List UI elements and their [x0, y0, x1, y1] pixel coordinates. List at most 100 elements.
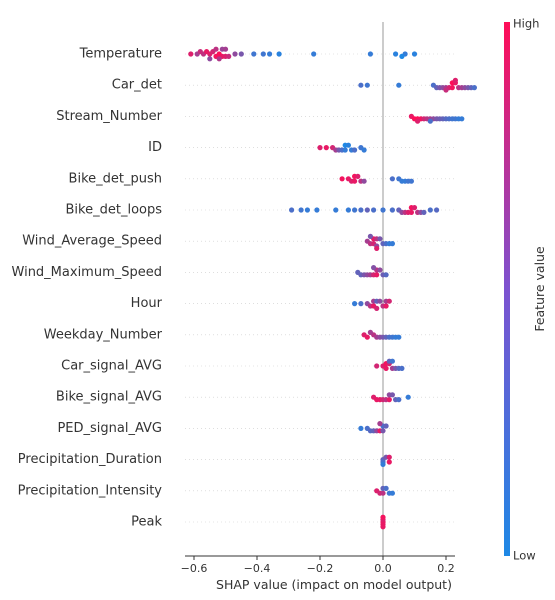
shap-point [374, 305, 380, 311]
shap-point [260, 51, 266, 57]
x-tick-label: 0.2 [437, 562, 455, 575]
shap-point [314, 207, 320, 213]
shap-point [251, 51, 257, 57]
shap-point [380, 490, 386, 496]
shap-point [267, 51, 273, 57]
shap-point [222, 46, 229, 52]
shap-point [232, 51, 238, 57]
feature-label-temperature: Temperature [79, 47, 162, 62]
shap-point [367, 329, 373, 335]
shap-point [361, 178, 367, 184]
shap-point [415, 118, 421, 124]
feature-label-ped-signal-avg: PED_signal_AVG [57, 421, 162, 436]
shap-point [389, 392, 395, 398]
colorbar-high-label: High [513, 17, 539, 31]
feature-label-bike-det-push: Bike_det_push [69, 171, 162, 186]
shap-point [216, 56, 222, 62]
shap-point [364, 207, 370, 213]
shap-point [276, 51, 282, 57]
shap-point [383, 423, 389, 429]
feature-label-hour: Hour [131, 296, 163, 311]
feature-label-wind-average-speed: Wind_Average_Speed [22, 234, 162, 249]
shap-point [377, 421, 383, 427]
shap-point [380, 514, 386, 520]
shap-point [380, 428, 386, 434]
feature-label-precipitation-duration: Precipitation_Duration [18, 452, 162, 467]
x-tick-label: −0.2 [307, 562, 334, 575]
shap-point [380, 461, 386, 467]
shap-point [374, 363, 380, 369]
x-axis-title: SHAP value (impact on model output) [216, 577, 452, 592]
shap-point [411, 51, 418, 57]
shap-point [452, 77, 458, 83]
shap-point [207, 56, 213, 62]
shap-point [408, 209, 414, 215]
feature-label-id: ID [148, 140, 162, 155]
feature-label-bike-det-loops: Bike_det_loops [66, 203, 163, 218]
shap-point [383, 485, 389, 491]
shap-point [389, 358, 395, 364]
shap-point [399, 365, 405, 371]
shap-point [358, 425, 364, 431]
shap-point [427, 207, 433, 213]
shap-point [434, 207, 440, 213]
x-tick-label: −0.6 [181, 562, 208, 575]
shap-point [405, 394, 411, 400]
shap-point [386, 459, 392, 465]
shap-point [377, 298, 383, 304]
shap-point [386, 454, 392, 460]
shap-point [396, 334, 402, 340]
shap-point [298, 207, 304, 213]
shap-point [323, 145, 329, 151]
shap-point [352, 178, 358, 184]
shap-point [459, 116, 465, 122]
shap-point [352, 147, 358, 153]
feature-label-car-signal-avg: Car_signal_AVG [61, 359, 162, 374]
shap-point [358, 82, 364, 88]
colorbar [504, 22, 510, 556]
feature-label-stream-number: Stream_Number [56, 109, 162, 124]
shap-point [304, 207, 310, 213]
shap-point [383, 303, 389, 309]
shap-point [389, 490, 395, 496]
feature-label-wind-maximum-speed: Wind_Maximum_Speed [12, 265, 162, 280]
shap-point [389, 207, 395, 213]
colorbar-title: Feature value [532, 246, 547, 332]
shap-point [396, 82, 402, 88]
shap-point [352, 301, 358, 307]
shap-point [389, 176, 395, 182]
shap-point [383, 365, 389, 371]
shap-point [213, 46, 219, 52]
shap-point [367, 51, 373, 57]
shap-point [289, 207, 295, 213]
x-tick-label: 0.0 [374, 562, 392, 575]
shap-point [333, 207, 339, 213]
shap-point [345, 207, 351, 213]
shap-point [339, 176, 345, 182]
shap-point [377, 236, 383, 242]
shap-point [377, 267, 383, 273]
shap-point [355, 173, 361, 179]
shap-point [226, 53, 232, 60]
shap-point [386, 298, 392, 304]
shap-point [471, 85, 477, 91]
shap-point [371, 207, 377, 213]
shap-point [380, 524, 386, 530]
feature-label-weekday-number: Weekday_Number [44, 327, 163, 342]
shap-point [449, 85, 455, 91]
shap-point [188, 51, 194, 57]
shap-point [374, 272, 380, 278]
colorbar-low-label: Low [513, 549, 536, 563]
shap-point [358, 301, 364, 307]
feature-label-bike-signal-avg: Bike_signal_AVG [56, 390, 162, 405]
feature-label-car-det: Car_det [112, 78, 162, 93]
shap-point [364, 334, 370, 340]
shap-point [408, 178, 414, 184]
feature-label-peak: Peak [131, 515, 162, 530]
shap-point [421, 209, 427, 215]
shap-point [197, 49, 203, 55]
shap-point [443, 87, 449, 93]
shap-point [311, 51, 317, 57]
shap-point [238, 51, 244, 57]
